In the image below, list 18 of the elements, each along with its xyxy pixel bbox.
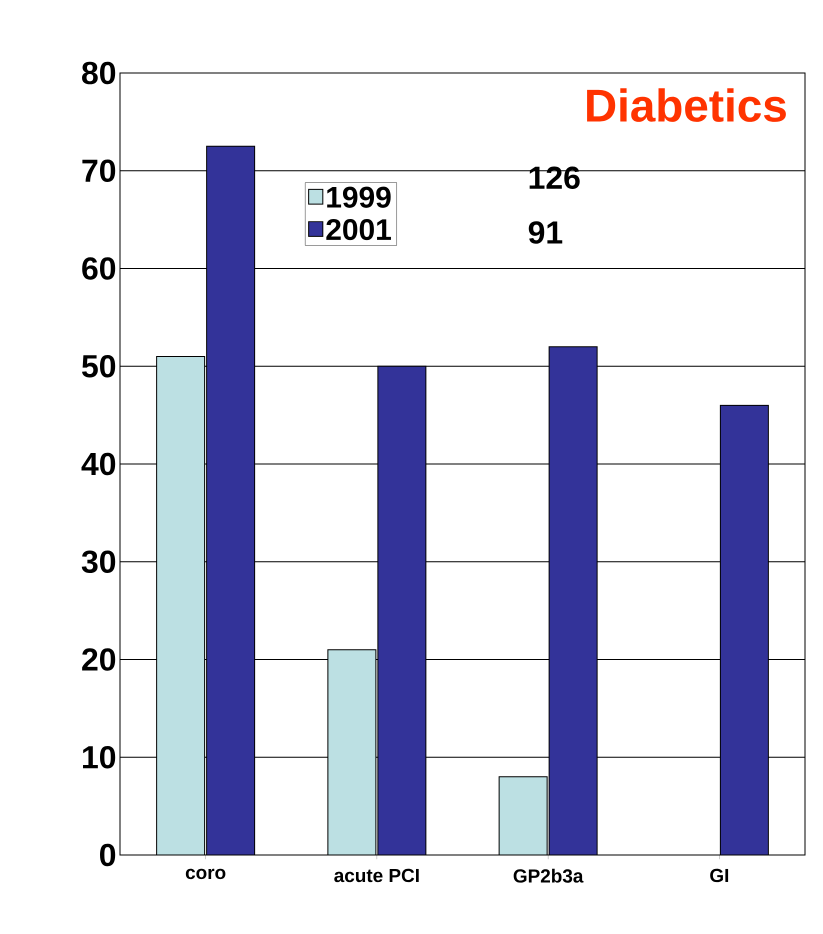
legend-label: 2001 <box>326 219 391 240</box>
x-tick-label: coro <box>186 868 226 880</box>
y-tick-label: 10 <box>83 746 116 769</box>
x-tick-label: GI <box>710 868 728 882</box>
y-tick-label: 70 <box>82 159 116 182</box>
x-tick-label: GP2b3a <box>514 868 584 883</box>
legend-label: 1999 <box>327 186 391 208</box>
x-tick-label: acute PCI <box>334 868 419 882</box>
y-tick-label: 40 <box>82 452 116 476</box>
y-tick-label: 60 <box>82 257 116 280</box>
y-tick-label: 80 <box>82 62 116 84</box>
y-tick-label: 0 <box>100 844 116 866</box>
chart-title: Diabetics <box>587 88 786 122</box>
y-tick-label: 50 <box>82 354 116 378</box>
annotation: 91 <box>528 221 562 244</box>
y-tick-label: 30 <box>82 550 116 574</box>
annotation: 126 <box>530 166 580 190</box>
y-tick-label: 20 <box>82 648 116 671</box>
